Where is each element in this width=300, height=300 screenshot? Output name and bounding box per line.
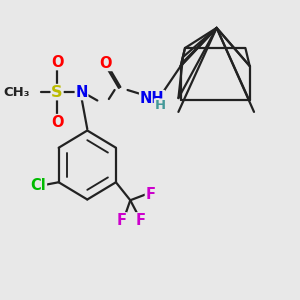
Text: F: F xyxy=(146,187,155,202)
Text: Cl: Cl xyxy=(31,178,46,193)
Text: N: N xyxy=(75,85,88,100)
Text: O: O xyxy=(51,55,63,70)
Text: F: F xyxy=(117,213,127,228)
Text: F: F xyxy=(135,213,145,228)
Text: NH: NH xyxy=(140,91,164,106)
Text: O: O xyxy=(100,56,112,70)
Text: H: H xyxy=(154,99,166,112)
Text: S: S xyxy=(51,85,63,100)
Text: CH₃: CH₃ xyxy=(3,85,30,99)
Text: O: O xyxy=(51,115,63,130)
